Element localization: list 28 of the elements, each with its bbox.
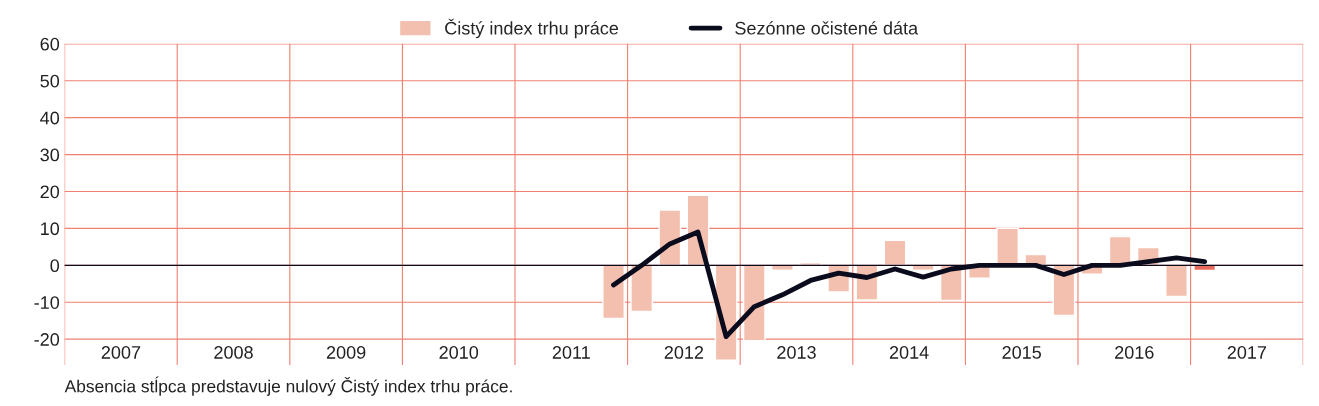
- y-tick-label: 50: [40, 74, 60, 88]
- x-tick-label: 2010: [439, 346, 479, 359]
- x-tick-label: 2008: [214, 346, 253, 359]
- x-tick-label: 2015: [1002, 346, 1042, 359]
- x-tick-label: 2009: [326, 346, 366, 359]
- bar: [630, 264, 654, 313]
- y-tick-label: 0: [50, 259, 60, 273]
- bar: [602, 264, 625, 320]
- y-tick-label: -10: [34, 296, 60, 309]
- y-tick-label: -20: [34, 333, 60, 346]
- bar: [1165, 264, 1188, 298]
- legend-label: Sezónne očistené dáta: [735, 21, 919, 35]
- text: Absencia stĺpca predstavuje nulový Čistý index trhu práce.: [64, 376, 512, 396]
- x-tick-label: 2007: [101, 346, 141, 359]
- x-tick-label: 2017: [1227, 346, 1267, 359]
- bar: [883, 239, 907, 267]
- x-tick-label: 2013: [777, 346, 816, 359]
- y-tick-label: 60: [40, 37, 60, 51]
- y-tick-label: 40: [40, 111, 60, 125]
- x-tick-label: 2011: [552, 346, 590, 359]
- legend-label: Čistý index trhu práce: [445, 18, 619, 39]
- y-tick-label: 10: [41, 222, 60, 236]
- x-tick-label: 2014: [889, 346, 929, 359]
- x-tick-label: 2012: [664, 346, 704, 359]
- x-tick-label: 2016: [1115, 346, 1154, 359]
- bar: [742, 264, 766, 342]
- y-tick-label: 20: [40, 185, 60, 199]
- y-tick-label: 30: [40, 148, 60, 162]
